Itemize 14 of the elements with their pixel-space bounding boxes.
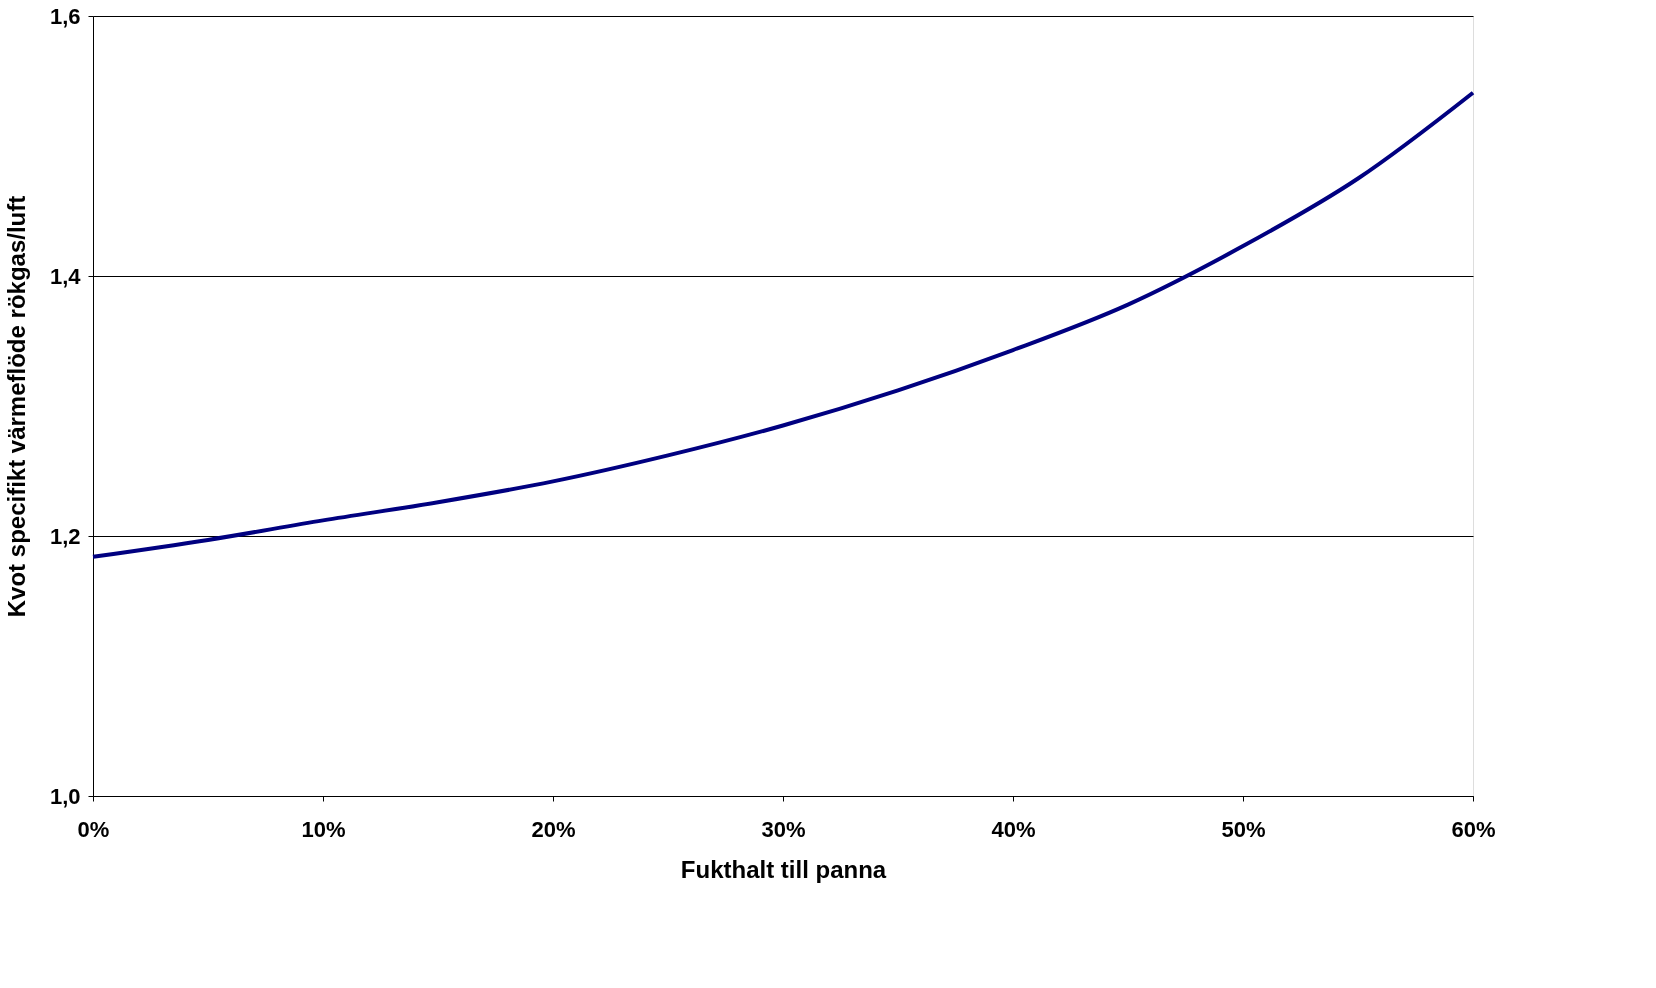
y-tick-label: 1,2 (49, 523, 81, 549)
x-tick-label: 40% (991, 816, 1036, 842)
y-axis-title: Kvot specifikt värmeflöde rökgas/luft (2, 195, 30, 618)
x-axis-title: Fukthalt till panna (680, 855, 887, 883)
y-tick-label: 1,0 (49, 783, 81, 809)
line-series (91, 90, 1475, 559)
y-tick-label: 1,6 (49, 3, 81, 29)
x-tick-label: 10% (301, 816, 346, 842)
y-tick-label: 1,4 (49, 263, 82, 289)
x-tick-label: 60% (1451, 816, 1496, 842)
x-tick-label: 50% (1221, 816, 1266, 842)
x-tick-label: 30% (761, 816, 806, 842)
x-tick-label: 0% (77, 816, 110, 842)
x-tick-label: 20% (531, 816, 576, 842)
